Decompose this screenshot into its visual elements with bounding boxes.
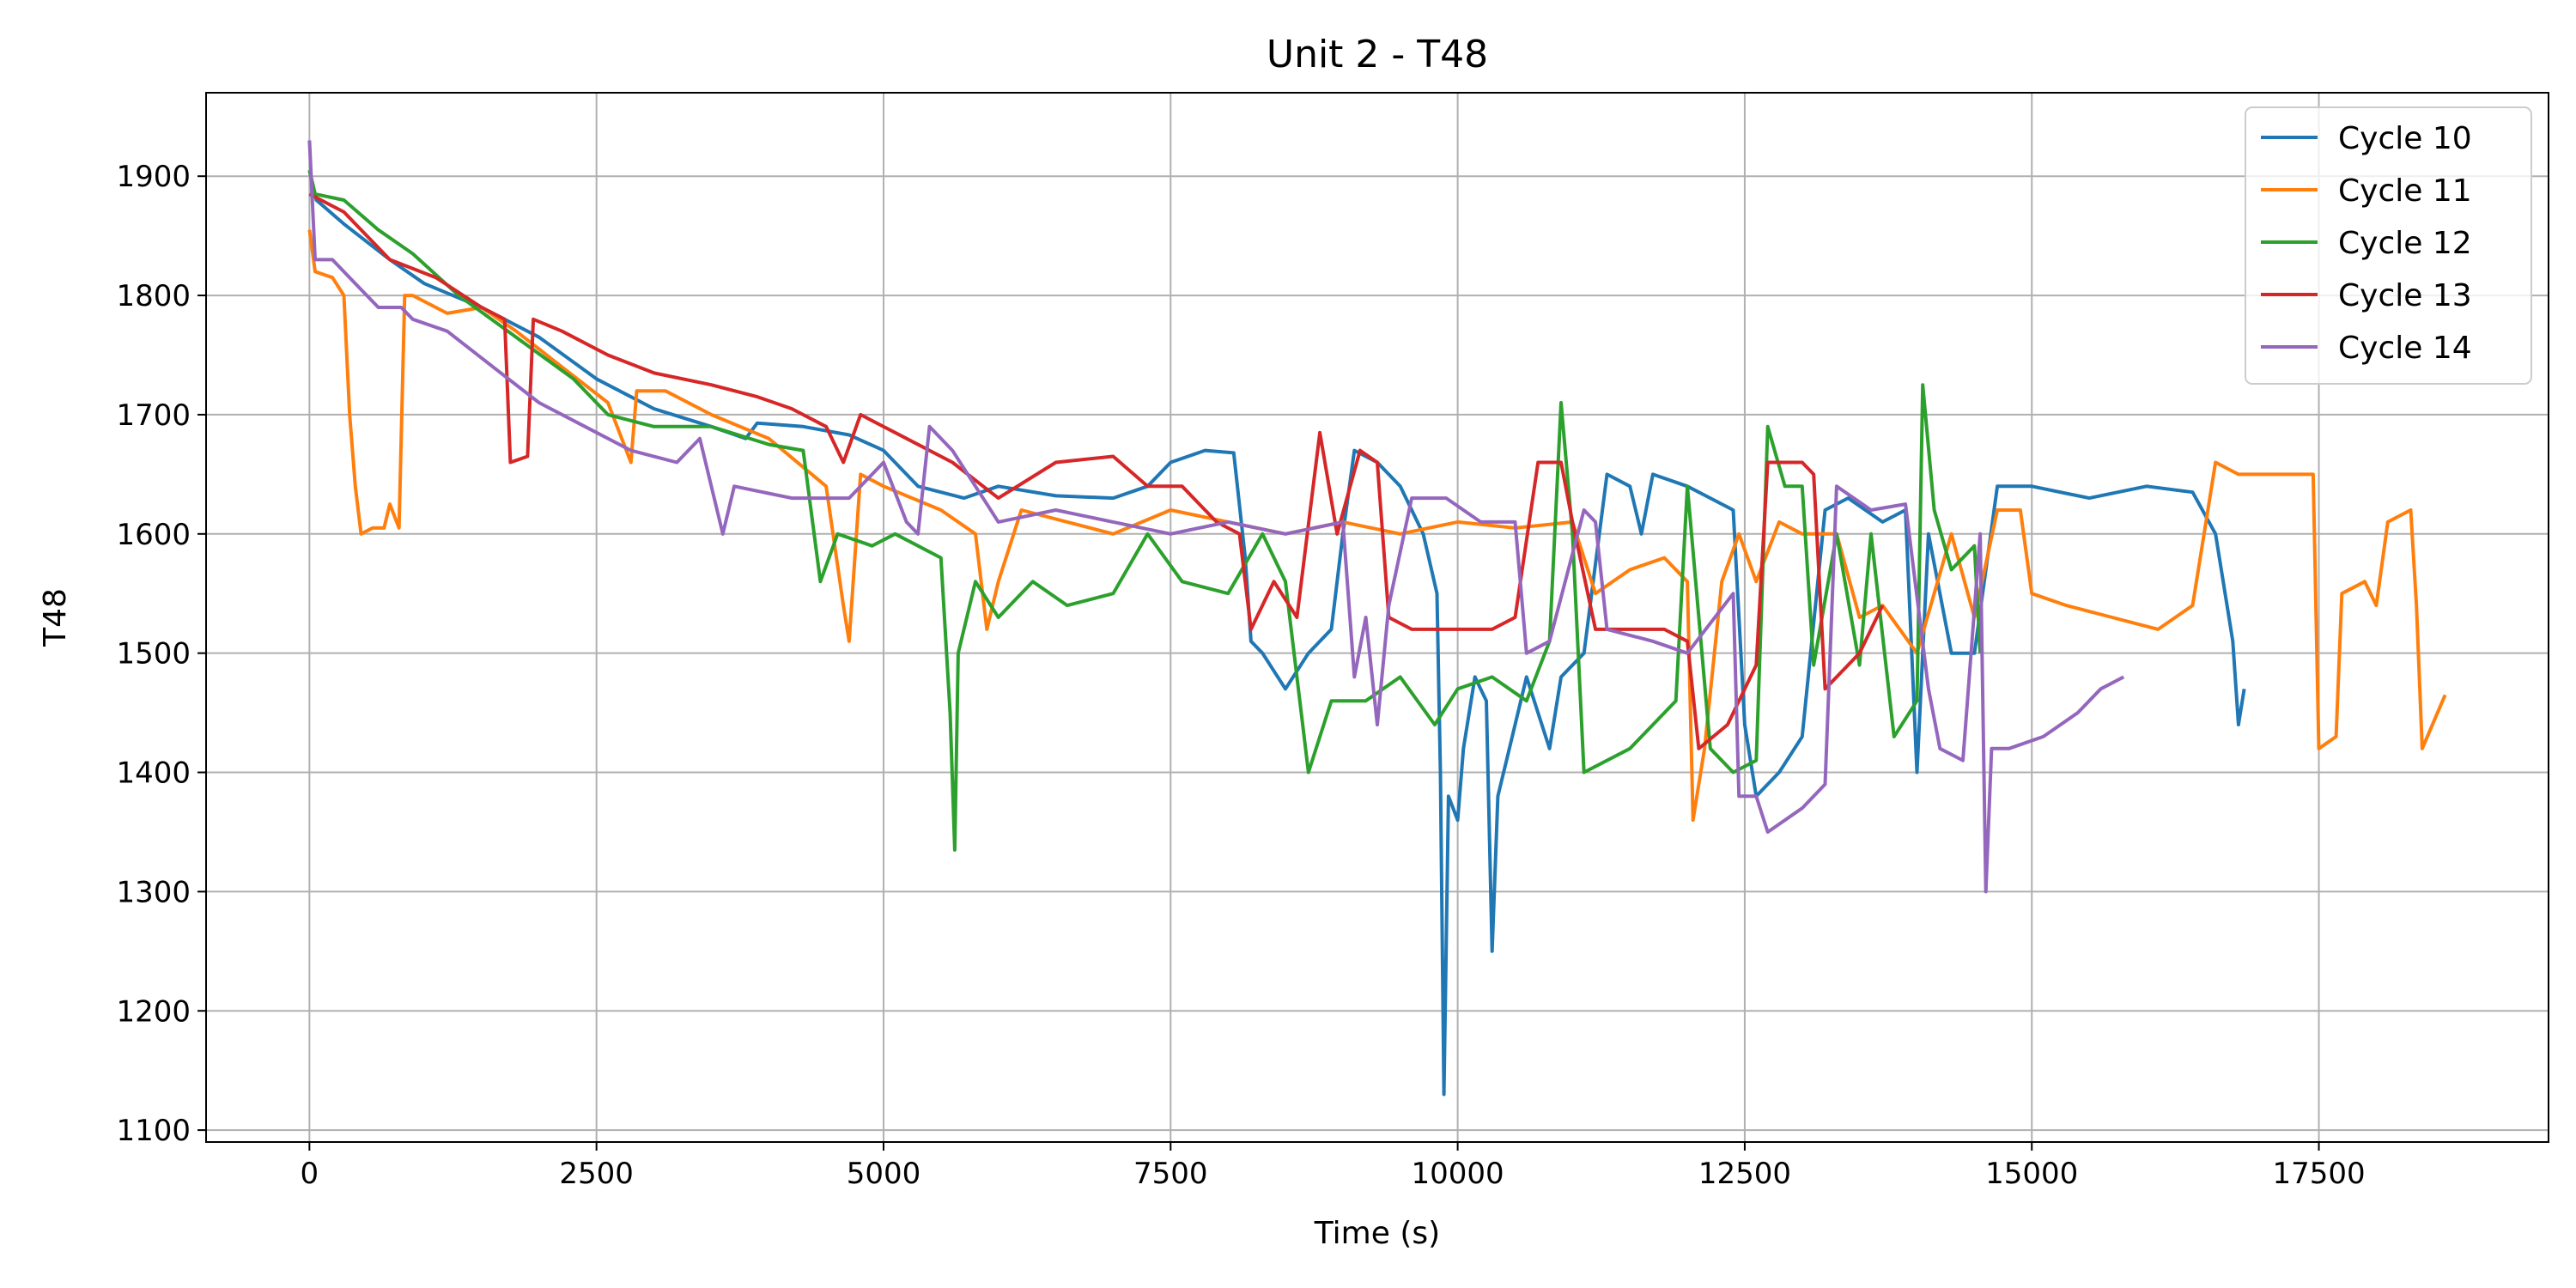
x-axis-label: Time (s) — [1314, 1216, 1440, 1251]
x-tick-label: 7500 — [1133, 1157, 1208, 1191]
x-tick-label: 0 — [301, 1157, 319, 1191]
x-tick-label: 15000 — [1985, 1157, 2078, 1191]
legend-label: Cycle 14 — [2338, 331, 2472, 366]
legend-frame — [2245, 106, 2532, 385]
y-tick-label: 1200 — [116, 994, 191, 1029]
x-tick-label: 12500 — [1698, 1157, 1791, 1191]
y-axis-label: T48 — [38, 588, 73, 647]
y-tick-label: 1300 — [116, 875, 191, 909]
grid-lines — [206, 93, 2549, 1142]
series-line-2 — [307, 229, 2447, 823]
series-lines — [307, 140, 2447, 1097]
y-tick-label: 1400 — [116, 756, 191, 791]
axis-ticks: 0 2500 5000 7500 10000 12500 15000 17500 1100 120… — [116, 160, 2365, 1191]
x-tick-label: 10000 — [1412, 1157, 1504, 1191]
series-line-3 — [307, 169, 1983, 852]
x-tick-label: 2500 — [559, 1157, 634, 1191]
y-tick-label: 1600 — [116, 518, 191, 552]
series-line-4 — [308, 192, 1885, 750]
legend-label: Cycle 13 — [2338, 278, 2472, 313]
chart-title: Unit 2 - T48 — [1267, 33, 1488, 76]
y-tick-label: 1500 — [116, 637, 191, 671]
legend-label: Cycle 12 — [2338, 226, 2472, 261]
series-line-1 — [307, 169, 2246, 1097]
x-tick-label: 5000 — [847, 1157, 921, 1191]
y-tick-label: 1900 — [116, 160, 191, 194]
legend: Cycle 10 Cycle 11 Cycle 12 Cycle 13 Cycle 14 — [2245, 106, 2532, 385]
y-tick-label: 1800 — [116, 279, 191, 313]
plot-area-frame — [205, 92, 2549, 1143]
series-line-5 — [307, 140, 2125, 894]
legend-label: Cycle 10 — [2338, 121, 2472, 156]
legend-label: Cycle 11 — [2338, 173, 2472, 209]
x-tick-label: 17500 — [2272, 1157, 2365, 1191]
y-tick-label: 1100 — [116, 1114, 191, 1148]
y-tick-label: 1700 — [116, 398, 191, 433]
